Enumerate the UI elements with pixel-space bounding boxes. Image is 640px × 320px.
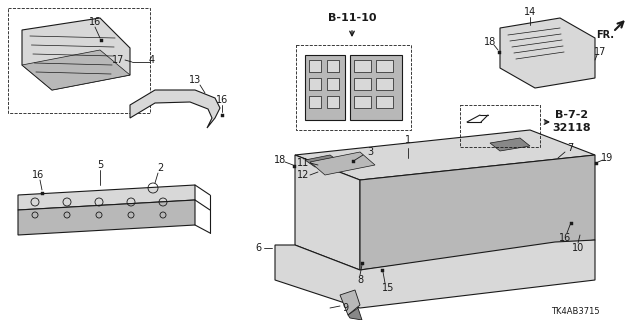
Polygon shape bbox=[275, 240, 595, 308]
Text: 7: 7 bbox=[567, 143, 573, 153]
Bar bbox=[309, 96, 321, 108]
Polygon shape bbox=[18, 185, 195, 210]
Bar bbox=[381, 268, 383, 271]
Bar bbox=[327, 60, 339, 72]
Text: 18: 18 bbox=[274, 155, 286, 165]
Bar bbox=[327, 78, 339, 90]
Bar bbox=[376, 96, 393, 108]
Text: 18: 18 bbox=[484, 37, 496, 47]
Bar bbox=[354, 78, 371, 90]
Text: 15: 15 bbox=[382, 283, 394, 293]
Bar bbox=[8, 8, 150, 113]
Bar bbox=[221, 114, 223, 116]
Polygon shape bbox=[500, 18, 595, 88]
Text: 2: 2 bbox=[157, 163, 163, 173]
Polygon shape bbox=[130, 90, 220, 128]
Polygon shape bbox=[18, 200, 195, 235]
Text: FR.: FR. bbox=[596, 30, 614, 40]
Text: 6: 6 bbox=[255, 243, 261, 253]
Bar bbox=[296, 45, 411, 130]
Bar bbox=[40, 191, 44, 195]
Polygon shape bbox=[22, 50, 130, 90]
Text: 4: 4 bbox=[149, 55, 155, 65]
Text: B-11-10: B-11-10 bbox=[328, 13, 376, 23]
Polygon shape bbox=[348, 308, 362, 320]
Bar bbox=[350, 55, 402, 120]
Text: 13: 13 bbox=[189, 75, 201, 85]
Text: 9: 9 bbox=[342, 303, 348, 313]
Polygon shape bbox=[490, 138, 530, 151]
Bar bbox=[309, 60, 321, 72]
Text: B-7-2: B-7-2 bbox=[556, 110, 589, 120]
Bar bbox=[99, 38, 102, 42]
Polygon shape bbox=[310, 152, 375, 175]
Text: TK4AB3715: TK4AB3715 bbox=[552, 308, 600, 316]
Text: 16: 16 bbox=[559, 233, 571, 243]
Polygon shape bbox=[295, 155, 360, 270]
Bar bbox=[309, 78, 321, 90]
Polygon shape bbox=[305, 155, 340, 167]
Bar bbox=[305, 55, 345, 120]
Bar bbox=[376, 60, 393, 72]
Bar bbox=[327, 96, 339, 108]
Bar bbox=[351, 159, 355, 163]
Polygon shape bbox=[340, 290, 360, 315]
Bar bbox=[376, 78, 393, 90]
Text: 3: 3 bbox=[367, 147, 373, 157]
Text: 12: 12 bbox=[297, 170, 309, 180]
Text: 16: 16 bbox=[216, 95, 228, 105]
Text: 16: 16 bbox=[89, 17, 101, 27]
Bar bbox=[595, 162, 598, 164]
Text: 14: 14 bbox=[524, 7, 536, 17]
Bar bbox=[354, 60, 371, 72]
Text: 5: 5 bbox=[97, 160, 103, 170]
Text: 19: 19 bbox=[601, 153, 613, 163]
Text: 11: 11 bbox=[297, 158, 309, 168]
Bar bbox=[460, 105, 540, 147]
Polygon shape bbox=[360, 155, 595, 270]
Bar bbox=[360, 261, 364, 265]
Text: 17: 17 bbox=[112, 55, 124, 65]
Text: 32118: 32118 bbox=[553, 123, 591, 133]
Text: 1: 1 bbox=[405, 135, 411, 145]
Bar bbox=[570, 221, 573, 225]
Bar bbox=[292, 164, 296, 167]
Bar bbox=[354, 96, 371, 108]
Text: 16: 16 bbox=[32, 170, 44, 180]
Text: 17: 17 bbox=[594, 47, 606, 57]
Text: 10: 10 bbox=[572, 243, 584, 253]
Polygon shape bbox=[22, 18, 130, 90]
Bar bbox=[497, 51, 500, 53]
Polygon shape bbox=[295, 130, 595, 180]
Text: 8: 8 bbox=[357, 275, 363, 285]
